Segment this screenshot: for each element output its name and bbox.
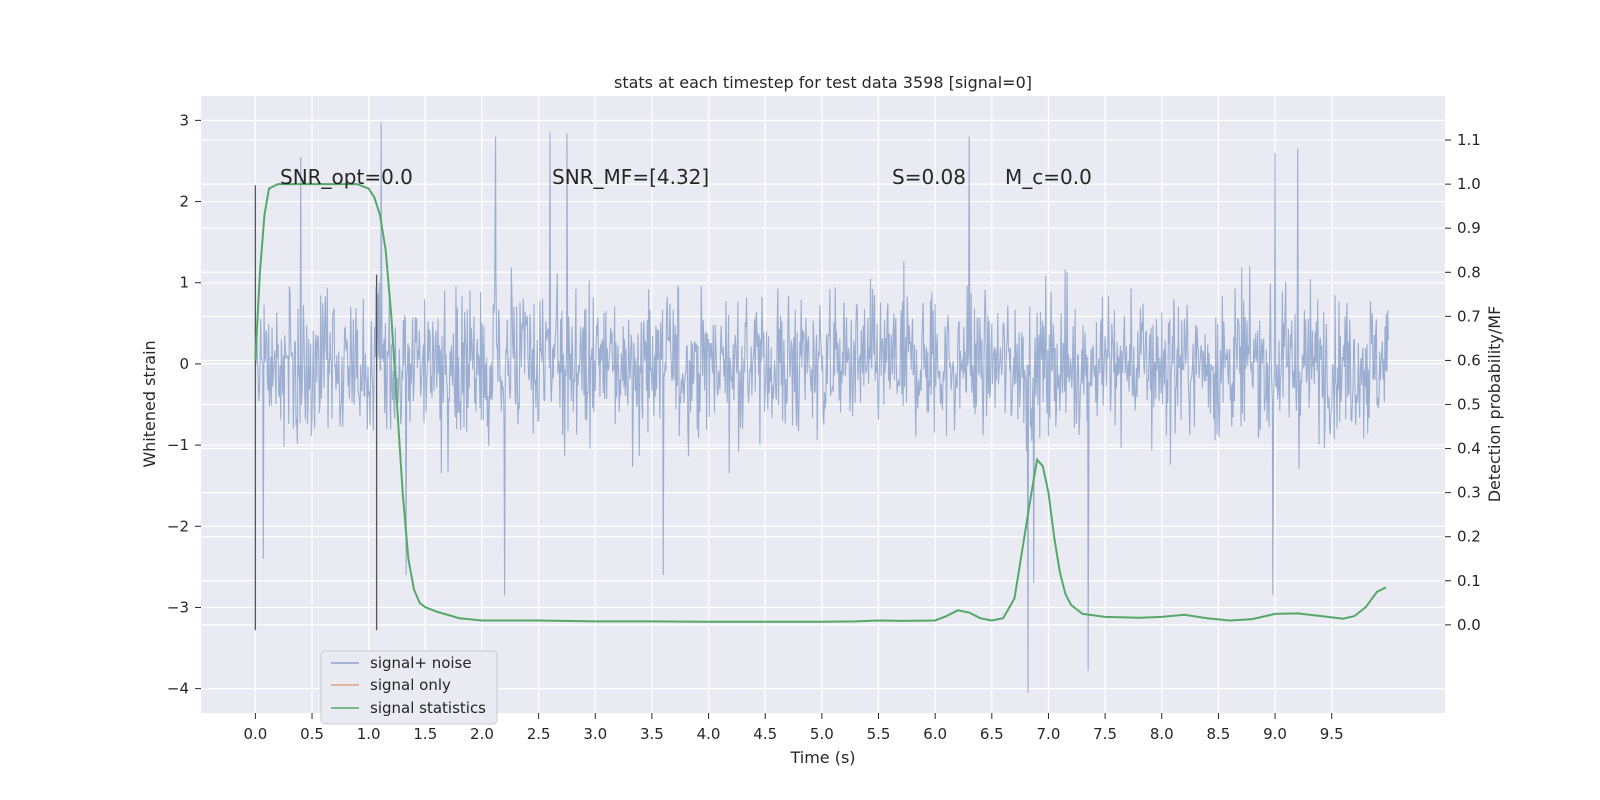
- y-tick-label-2: 1: [179, 274, 189, 292]
- y-tick-label-0: 3: [179, 111, 189, 129]
- signal-statistics-series: [254, 183, 1387, 623]
- y2-tick-label-8: 0.3: [1457, 484, 1481, 502]
- y2-tick-label-7: 0.4: [1457, 440, 1481, 458]
- x-tick-label-7: 3.5: [640, 725, 664, 743]
- y2-tick-label-4: 0.7: [1457, 307, 1481, 325]
- y-tick-label-7: −4: [167, 680, 189, 698]
- x-tick-label-12: 6.0: [923, 725, 947, 743]
- y2-tick-label-5: 0.6: [1457, 351, 1481, 369]
- annotation-s: S=0.08: [892, 165, 966, 189]
- legend-label-signal: signal only: [370, 676, 451, 694]
- x-tick-label-4: 2.0: [470, 725, 494, 743]
- x-tick-label-16: 8.0: [1150, 725, 1174, 743]
- x-tick-label-2: 1.0: [357, 725, 381, 743]
- x-tick-label-8: 4.0: [697, 725, 721, 743]
- y-tick-label-5: −2: [167, 517, 189, 535]
- y2-tick-label-2: 0.9: [1457, 219, 1481, 237]
- signal-noise-series: [254, 122, 1389, 693]
- y2-tick-label-9: 0.2: [1457, 528, 1481, 546]
- y-axis-ticks: 3 2 1 0 −1 −2 −3 −4: [167, 111, 201, 698]
- x-tick-label-5: 2.5: [527, 725, 551, 743]
- chart-title: stats at each timestep for test data 359…: [614, 73, 1032, 92]
- x-tick-label-14: 7.0: [1037, 725, 1061, 743]
- x-tick-label-9: 4.5: [753, 725, 777, 743]
- signal-noise-line: [254, 122, 1389, 693]
- x-tick-label-18: 9.0: [1263, 725, 1287, 743]
- annotations: SNR_opt=0.0 SNR_MF=[4.32] S=0.08 M_c=0.0: [280, 165, 1092, 189]
- x-tick-label-11: 5.5: [867, 725, 891, 743]
- y-tick-label-6: −3: [167, 598, 189, 616]
- legend-box: [320, 650, 498, 725]
- x-tick-label-13: 6.5: [980, 725, 1004, 743]
- y2-tick-label-6: 0.5: [1457, 396, 1481, 414]
- y2-tick-label-1: 1.0: [1457, 175, 1481, 193]
- x-tick-label-10: 5.0: [810, 725, 834, 743]
- signal-statistics-line: [254, 183, 1387, 623]
- y2-axis-ticks: 1.1 1.0 0.9 0.8 0.7 0.6 0.5 0.4 0.3 0.2 0.1 0.0: [1445, 131, 1481, 634]
- legend-label-stats: signal statistics: [370, 699, 486, 717]
- legend: signal+ noise signal only signal statist…: [320, 650, 498, 725]
- x-tick-label-1: 0.5: [300, 725, 324, 743]
- y2-tick-label-11: 0.0: [1457, 616, 1481, 634]
- x-axis-label: Time (s): [789, 748, 855, 767]
- y2-tick-label-10: 0.1: [1457, 572, 1481, 590]
- y2-tick-label-3: 0.8: [1457, 263, 1481, 281]
- annotation-snr-mf: SNR_MF=[4.32]: [552, 165, 709, 189]
- x-tick-label-0: 0.0: [243, 725, 267, 743]
- x-tick-label-3: 1.5: [413, 725, 437, 743]
- x-tick-label-6: 3.0: [583, 725, 607, 743]
- x-tick-label-19: 9.5: [1320, 725, 1344, 743]
- vertical-markers: [254, 185, 378, 631]
- annotation-mc: M_c=0.0: [1005, 165, 1092, 189]
- y-axis-label: Whitened strain: [140, 340, 159, 467]
- y-tick-label-1: 2: [179, 193, 189, 211]
- y2-tick-label-0: 1.1: [1457, 131, 1481, 149]
- x-tick-label-17: 8.5: [1206, 725, 1230, 743]
- annotation-snr-opt: SNR_opt=0.0: [280, 165, 413, 189]
- y-tick-label-3: 0: [179, 355, 189, 373]
- y2-axis-label: Detection probability/MF: [1485, 306, 1504, 503]
- x-tick-label-15: 7.5: [1093, 725, 1117, 743]
- legend-label-noise: signal+ noise: [370, 654, 472, 672]
- y-tick-label-4: −1: [167, 436, 189, 454]
- x-axis-ticks: 0.0 0.5 1.0 1.5 2.0 2.5 3.0 3.5 4.0 4.5 5.0 5.5 6.0 6…: [243, 713, 1344, 743]
